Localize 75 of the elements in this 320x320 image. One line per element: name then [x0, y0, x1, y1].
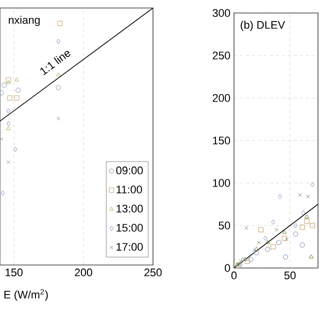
point — [6, 77, 11, 82]
point — [6, 121, 10, 126]
point — [293, 231, 298, 237]
point — [265, 240, 270, 244]
legend-label: 15:00 — [116, 224, 143, 232]
point — [258, 227, 264, 232]
annotation: 1:1 line — [40, 51, 70, 76]
legend-label: 13:00 — [116, 204, 143, 213]
point — [6, 80, 11, 84]
point — [6, 126, 11, 130]
text: (b) DLEV — [240, 20, 286, 31]
x-tick-label: 0 — [231, 272, 237, 280]
point — [301, 210, 306, 216]
x-tick-label: 200 — [74, 268, 92, 276]
point — [278, 194, 282, 200]
point — [254, 246, 259, 251]
point — [276, 240, 282, 246]
point — [2, 82, 7, 88]
point — [300, 224, 305, 230]
point — [56, 72, 61, 76]
point — [309, 254, 314, 258]
point — [57, 20, 62, 26]
y-tick-label: 250 — [212, 52, 230, 60]
point — [14, 77, 19, 82]
point — [274, 228, 278, 232]
point — [298, 193, 302, 197]
y-tick-label: 100 — [213, 179, 230, 187]
point — [252, 248, 256, 254]
point — [265, 246, 270, 252]
point — [56, 85, 61, 90]
point — [238, 259, 243, 264]
y-tick-label: 300 — [212, 9, 230, 17]
y-tick-label: 50 — [218, 222, 230, 230]
point — [244, 258, 250, 264]
point — [263, 236, 268, 241]
point — [56, 116, 60, 120]
point — [0, 137, 4, 141]
point — [304, 214, 310, 218]
point — [242, 256, 248, 261]
point — [282, 230, 287, 234]
point — [282, 236, 287, 241]
point — [7, 95, 12, 100]
point — [254, 250, 259, 256]
point — [282, 254, 288, 260]
point — [16, 88, 21, 93]
point — [240, 256, 245, 262]
point — [270, 244, 276, 250]
point — [0, 90, 4, 96]
legend-label: 09:00 — [116, 166, 143, 174]
point — [13, 146, 18, 152]
point — [310, 222, 315, 228]
text: nxiang — [8, 16, 40, 26]
point — [6, 160, 10, 164]
point — [300, 242, 305, 248]
x-tick-label: 250 — [144, 268, 162, 276]
point — [56, 38, 60, 44]
x-tick-label: 150 — [6, 268, 23, 276]
point — [244, 226, 248, 230]
legend-label: 11:00 — [116, 186, 142, 194]
point — [248, 256, 254, 262]
point — [6, 108, 10, 114]
point — [14, 95, 20, 100]
point — [306, 194, 310, 198]
point — [304, 218, 310, 224]
x-tick-label: 50 — [284, 272, 296, 280]
y-tick-label: 200 — [212, 94, 230, 102]
point — [294, 222, 298, 228]
x-axis-title: E (W/m$^{2}$) — [4, 289, 48, 301]
point — [271, 220, 276, 225]
point — [284, 237, 289, 241]
point — [0, 190, 5, 196]
legend-label: 17:00 — [116, 242, 143, 251]
point — [310, 182, 314, 188]
point — [256, 240, 261, 244]
y-tick-label: 150 — [213, 136, 230, 144]
